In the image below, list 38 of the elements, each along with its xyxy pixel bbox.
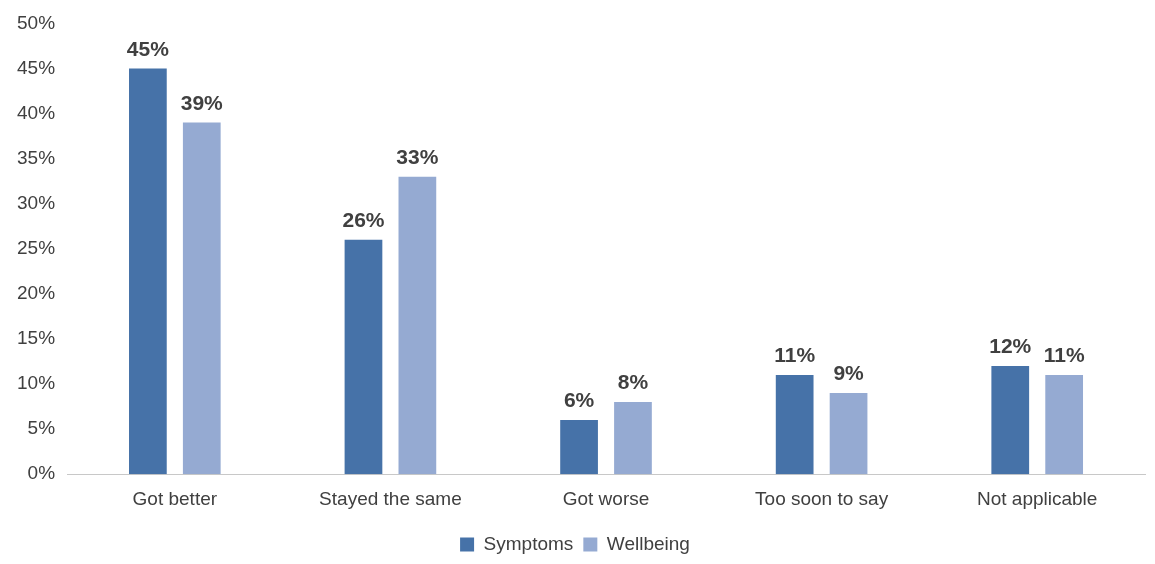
bar <box>398 176 437 475</box>
data-label: 26% <box>342 208 385 232</box>
legend-label: Wellbeing <box>606 532 690 554</box>
data-label: 6% <box>563 388 595 412</box>
data-label: 39% <box>180 90 224 114</box>
data-label: 11% <box>774 343 816 367</box>
x-tick-label: Got worse <box>562 487 650 509</box>
bar <box>182 122 221 475</box>
bar <box>775 375 814 475</box>
y-tick-label: 50% <box>17 11 56 33</box>
data-label: 11% <box>1043 343 1085 367</box>
x-tick-label: Stayed the same <box>319 487 462 509</box>
y-tick-label: 40% <box>17 101 56 123</box>
data-label: 45% <box>126 36 170 60</box>
y-tick-label: 30% <box>17 191 56 213</box>
y-tick-label: 15% <box>17 327 56 349</box>
x-tick-label: Too soon to say <box>755 487 889 509</box>
bar <box>560 420 598 475</box>
bar <box>129 68 167 475</box>
x-tick-label: Not applicable <box>976 487 1098 509</box>
y-tick-label: 35% <box>17 146 56 168</box>
data-label: 8% <box>617 370 649 394</box>
data-label: 12% <box>989 334 1032 358</box>
y-tick-label: 10% <box>17 372 56 394</box>
x-tick-label: Got better <box>132 487 218 509</box>
bar <box>991 366 1030 475</box>
data-label: 9% <box>833 361 865 385</box>
data-label: 33% <box>396 144 439 168</box>
y-tick-label: 25% <box>17 237 56 259</box>
y-tick-label: 20% <box>17 282 56 304</box>
y-tick-label: 5% <box>27 417 56 439</box>
bar <box>614 402 652 475</box>
y-tick-label: 45% <box>17 56 56 78</box>
bar <box>1045 375 1084 475</box>
bar <box>344 239 383 475</box>
y-tick-label: 0% <box>27 462 56 484</box>
legend-label: Symptoms <box>483 532 574 554</box>
bar <box>829 393 868 475</box>
